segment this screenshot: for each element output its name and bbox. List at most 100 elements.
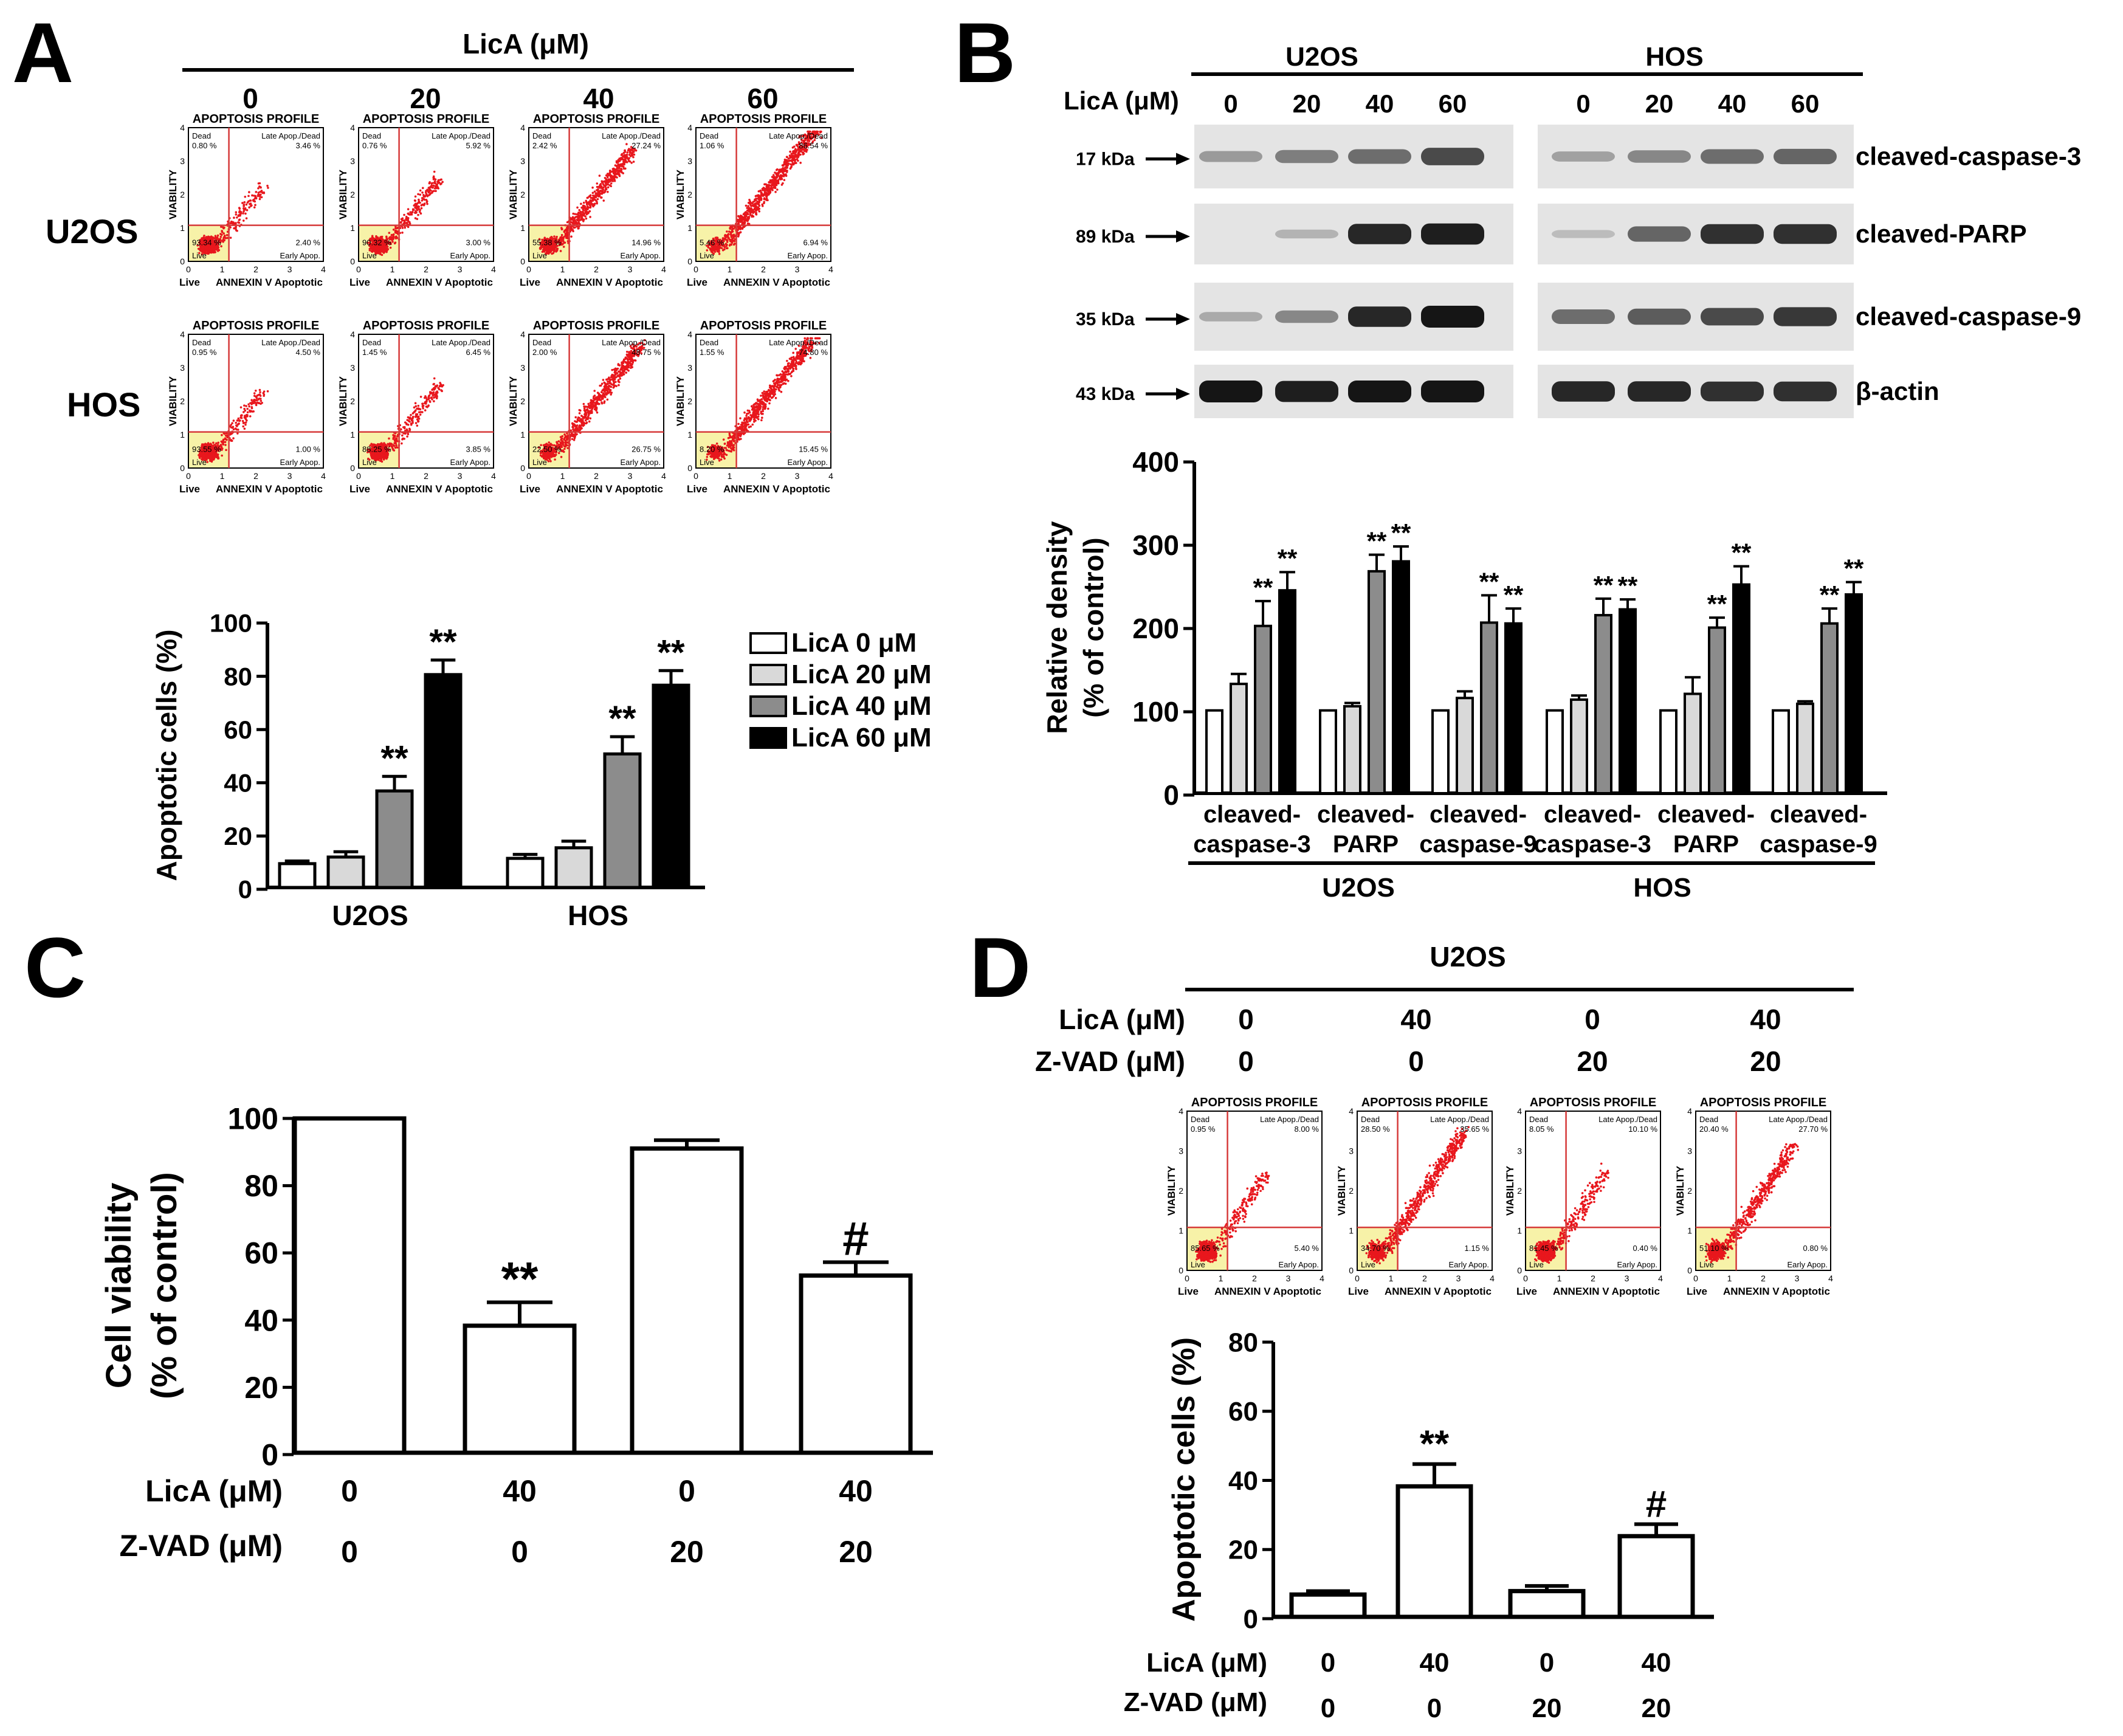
flow-event <box>580 214 583 217</box>
flow-event <box>224 437 227 439</box>
flow-event <box>775 168 778 171</box>
flow-event <box>584 215 587 218</box>
flow-event <box>574 213 577 215</box>
flow-event <box>406 435 408 438</box>
flow-event <box>405 216 408 219</box>
flow-event <box>596 182 599 185</box>
flow-event <box>421 191 424 194</box>
flow-event <box>250 399 253 401</box>
flow-event <box>562 239 565 243</box>
flow-event <box>728 244 731 247</box>
flow-event <box>202 454 205 457</box>
flow-event <box>252 399 255 402</box>
flow-dead-value: 0.95 % <box>192 348 217 357</box>
flow-event <box>437 187 440 190</box>
flow-event <box>254 389 257 392</box>
flow-event <box>566 229 569 232</box>
flow-event <box>792 154 795 157</box>
flow-event <box>245 405 247 407</box>
flow-event <box>242 207 245 210</box>
flow-event <box>404 221 406 223</box>
panel-label-a: A <box>12 5 74 100</box>
flow-event <box>582 220 585 222</box>
panel-label-c: C <box>24 920 86 1015</box>
flow-event <box>761 203 764 206</box>
flow-event <box>230 432 233 435</box>
flow-event <box>799 162 802 164</box>
flow-event <box>743 213 746 216</box>
panel-a-row-u2os: U2OS <box>46 212 139 250</box>
flow-event <box>723 248 726 250</box>
flow-event <box>589 206 592 209</box>
flow-event <box>626 151 629 154</box>
flow-title: APOPTOSIS PROFILE <box>193 319 320 332</box>
flow-xtick: 4 <box>491 264 496 274</box>
flow-event <box>602 199 605 202</box>
flow-event <box>385 250 388 253</box>
flow-event <box>253 392 256 394</box>
flow-event <box>391 236 394 239</box>
flow-event <box>411 211 413 214</box>
flow-event <box>395 446 397 449</box>
flow-event <box>417 213 419 216</box>
flow-event <box>574 221 577 223</box>
flow-ylabel: VIABILITY <box>167 169 179 219</box>
flow-event <box>439 183 442 185</box>
flow-event <box>765 197 768 199</box>
flow-event <box>794 160 796 163</box>
flow-ytick: 2 <box>180 190 185 199</box>
flow-event <box>577 212 580 214</box>
flow-live-label: Live <box>192 458 207 467</box>
flow-event <box>222 439 225 442</box>
flow-event <box>209 458 212 460</box>
flow-event <box>373 247 376 250</box>
flow-early-label: Early Apop. <box>450 251 491 260</box>
flow-xtick: 0 <box>356 264 361 274</box>
flow-event <box>257 187 260 190</box>
flow-xtick: 4 <box>661 264 666 274</box>
flow-event <box>403 213 405 216</box>
flow-ytick: 3 <box>350 156 355 166</box>
flow-event <box>216 247 219 250</box>
flow-event <box>225 449 227 452</box>
flow-early-label: Early Apop. <box>280 251 321 260</box>
flow-event <box>553 247 556 250</box>
flow-dead-label: Dead <box>192 338 211 347</box>
flow-late-label: Late Apop./Dead <box>769 131 828 140</box>
flow-event <box>229 236 232 239</box>
flow-event <box>206 461 209 463</box>
flow-event <box>616 167 619 170</box>
flow-event <box>790 163 792 166</box>
flow-event <box>753 208 756 211</box>
flow-event <box>768 188 770 191</box>
flow-event <box>392 233 395 236</box>
flow-event <box>219 235 222 238</box>
flow-event <box>249 409 251 412</box>
flow-event <box>602 191 605 194</box>
flow-event <box>739 228 742 230</box>
flow-event <box>411 419 414 422</box>
flow-title: APOPTOSIS PROFILE <box>533 112 660 126</box>
flow-xtick: 2 <box>424 264 428 274</box>
flow-event <box>610 182 613 185</box>
flow-ytick: 3 <box>180 363 185 373</box>
flow-event <box>793 145 796 148</box>
flow-event <box>380 253 384 257</box>
flow-event <box>426 195 429 198</box>
flow-event <box>433 177 435 179</box>
flow-late-value: 27.24 % <box>631 141 661 150</box>
flow-xtick: 3 <box>628 264 633 274</box>
flow-event <box>797 159 799 162</box>
flow-event <box>614 164 617 167</box>
flow-event <box>419 189 422 192</box>
flow-event <box>748 207 751 209</box>
flow-early-value: 6.94 % <box>803 238 828 247</box>
flow-event <box>371 235 374 238</box>
flow-event <box>606 173 609 175</box>
flow-event <box>600 181 604 184</box>
flow-event <box>776 174 779 177</box>
flow-xtick: 4 <box>321 264 326 274</box>
flow-event <box>763 187 765 190</box>
flow-event <box>779 174 782 177</box>
